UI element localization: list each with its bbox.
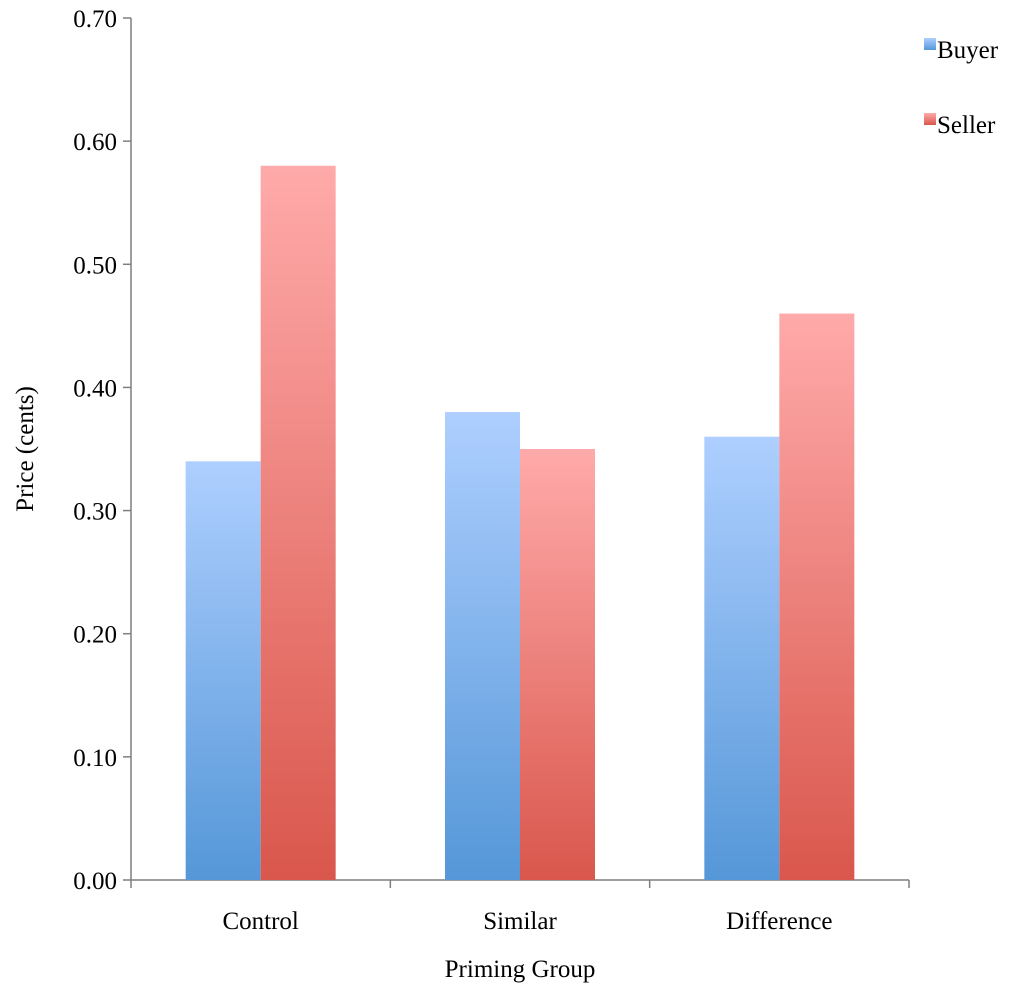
- x-category-label: Control: [222, 908, 298, 935]
- bar-buyer-similar: [445, 412, 520, 880]
- legend: Buyer Seller: [924, 37, 999, 139]
- bar-seller-difference: [779, 313, 855, 880]
- y-tick-label: 0.10: [73, 745, 117, 772]
- y-tick-label: 0.70: [73, 6, 117, 33]
- bar-seller-control: [260, 165, 336, 880]
- bar-buyer-difference: [704, 436, 780, 880]
- y-tick-label: 0.50: [73, 252, 117, 279]
- legend-label-buyer: Buyer: [937, 37, 999, 64]
- x-axis-ticks: Control Similar Difference: [130, 880, 910, 935]
- x-category-label: Difference: [726, 908, 832, 935]
- y-axis-ticks: 0.00 0.10 0.20 0.30 0.40 0.50 0.60 0.70: [73, 6, 131, 895]
- y-tick-label: 0.00: [73, 868, 117, 895]
- x-axis-title: Priming Group: [445, 956, 596, 983]
- legend-swatch-seller: [924, 113, 936, 125]
- y-tick-label: 0.40: [73, 375, 117, 402]
- legend-label-seller: Seller: [937, 112, 996, 139]
- y-tick-label: 0.20: [73, 622, 117, 649]
- legend-swatch-buyer: [924, 38, 936, 50]
- y-axis-title: Price (cents): [12, 386, 39, 512]
- bars: [185, 165, 855, 880]
- x-category-label: Similar: [483, 908, 557, 935]
- bar-buyer-control: [185, 461, 261, 880]
- y-tick-label: 0.30: [73, 499, 117, 526]
- y-tick-label: 0.60: [73, 129, 117, 156]
- bar-seller-similar: [520, 449, 595, 880]
